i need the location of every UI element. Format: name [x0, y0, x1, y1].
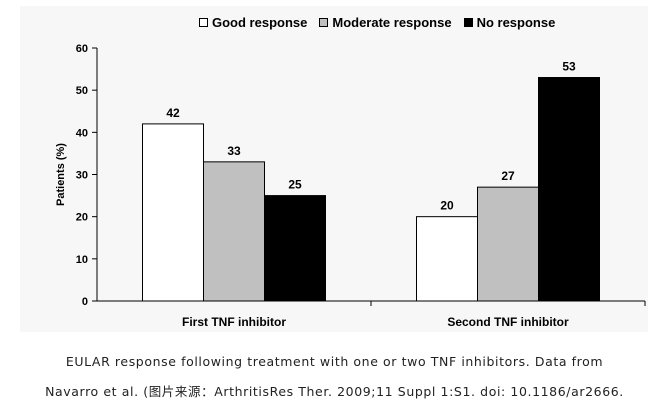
data-label-0-0: 42 — [166, 106, 180, 120]
x-category-label: First TNF inhibitor — [182, 315, 286, 329]
data-label-0-1: 33 — [227, 144, 241, 158]
y-tick-label: 20 — [76, 212, 88, 224]
y-tick-label: 0 — [82, 296, 88, 308]
legend-label-moderate: Moderate response — [332, 15, 452, 30]
bar-0-2 — [264, 195, 326, 302]
figure-caption-line-2: Navarro et al. (图片来源：ArthritisRes Ther. … — [45, 384, 624, 399]
y-tick-label: 60 — [76, 43, 88, 55]
bar-1-0 — [416, 216, 478, 302]
data-label-1-0: 20 — [440, 199, 454, 213]
y-tick-label: 10 — [76, 254, 88, 266]
y-axis-title: Patients (%) — [55, 143, 67, 206]
y-tick-label: 30 — [76, 170, 88, 182]
legend-swatch-moderate — [319, 18, 329, 27]
bar-1-1 — [477, 186, 539, 302]
bar-chart: 0 10 20 30 40 50 60 Patients (%) 42 33 25 First TNF… — [55, 43, 646, 329]
chart-panel: 0 10 20 30 40 50 60 Patients (%) 42 33 25 First TNF… — [20, 6, 648, 332]
data-label-1-2: 53 — [562, 60, 576, 74]
legend-item-good: Good response — [199, 15, 307, 30]
x-category-label: Second TNF inhibitor — [447, 315, 569, 329]
legend-item-none: No response — [463, 15, 556, 30]
legend-swatch-none — [463, 18, 473, 27]
bar-0-0 — [142, 123, 204, 302]
legend-item-moderate: Moderate response — [319, 15, 452, 30]
bar-0-1 — [203, 161, 265, 302]
y-tick-label: 40 — [76, 127, 88, 139]
figure-caption-line-1: EULAR response following treatment with … — [65, 354, 604, 369]
chart-legend: Good response Moderate response No respo… — [199, 15, 555, 30]
legend-label-good: Good response — [212, 15, 308, 30]
legend-label-none: No response — [476, 15, 556, 30]
data-label-0-2: 25 — [288, 178, 302, 192]
data-label-1-1: 27 — [501, 169, 515, 183]
y-tick-label: 50 — [76, 85, 88, 97]
bar-1-2 — [538, 77, 600, 302]
legend-swatch-good — [199, 18, 208, 27]
